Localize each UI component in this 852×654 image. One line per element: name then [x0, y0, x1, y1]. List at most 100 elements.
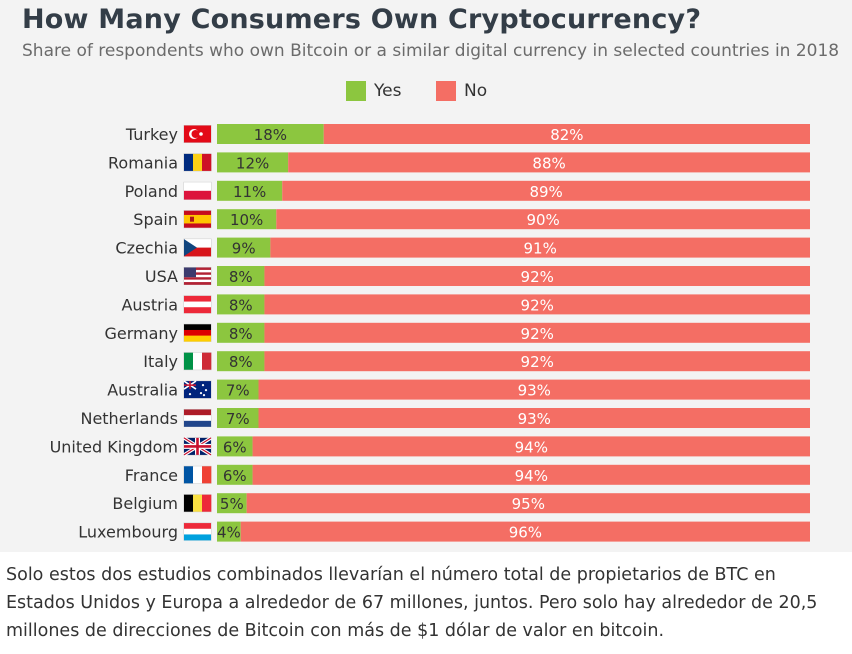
category-label-spain: Spain	[133, 210, 178, 229]
data-label-yes-italy: 8%	[229, 353, 253, 371]
flag-stripe	[184, 295, 211, 302]
bar-no-australia	[258, 379, 810, 400]
flag-stripe	[184, 523, 211, 530]
bar-no-italy	[264, 351, 810, 372]
description-text: Solo estos dos estudios combinados lleva…	[6, 565, 818, 641]
flag-stripe	[202, 466, 212, 484]
data-label-yes-belgium: 5%	[220, 495, 244, 513]
flag-stripe	[193, 494, 203, 512]
bar-yes-usa	[217, 266, 265, 286]
flag-stripe	[184, 301, 211, 308]
flag-stripe	[184, 329, 211, 336]
bar-yes-france	[217, 464, 253, 485]
data-label-no-turkey: 82%	[550, 126, 583, 144]
bar-no-turkey	[323, 124, 810, 144]
description-paragraph: Solo estos dos estudios combinados lleva…	[6, 561, 846, 645]
data-label-no-luxembourg: 96%	[509, 524, 542, 542]
data-label-no-france: 94%	[515, 467, 548, 485]
chart-legend: Yes No	[0, 80, 852, 104]
category-label-austria: Austria	[121, 295, 178, 314]
flag-star	[204, 389, 208, 392]
bar-yes-italy	[217, 351, 265, 372]
bar-yes-poland	[217, 180, 283, 201]
flag-stripe	[184, 494, 194, 512]
data-label-yes-czechia: 9%	[232, 240, 256, 258]
category-label-usa: USA	[145, 267, 178, 286]
data-label-yes-united-kingdom: 6%	[223, 438, 247, 456]
data-label-yes-turkey: 18%	[254, 126, 287, 144]
data-label-yes-romania: 12%	[236, 154, 269, 172]
bar-yes-belgium	[217, 493, 247, 514]
flag-stripe	[184, 214, 211, 224]
flag-stripe	[184, 182, 211, 192]
category-label-australia: Australia	[107, 381, 178, 400]
bar-yes-czechia	[217, 237, 271, 258]
category-label-france: France	[125, 466, 178, 485]
data-label-no-spain: 90%	[526, 211, 559, 229]
flag-stripe	[184, 409, 211, 416]
flag-stripe	[184, 307, 211, 314]
bar-no-spain	[276, 209, 810, 230]
flag-stripe	[184, 272, 211, 276]
bar-yes-spain	[217, 209, 277, 230]
legend-label-yes: Yes	[374, 81, 402, 101]
flag-stripe	[184, 324, 211, 331]
flag-star	[202, 394, 206, 397]
data-label-no-netherlands: 93%	[518, 410, 551, 428]
data-label-no-australia: 93%	[518, 382, 551, 400]
data-label-yes-france: 6%	[223, 467, 247, 485]
bar-yes-netherlands	[217, 408, 259, 428]
bar-no-austria	[264, 294, 810, 315]
flag-stripe	[184, 466, 194, 484]
legend-item-no: No	[436, 80, 487, 102]
category-label-romania: Romania	[108, 153, 178, 172]
data-label-yes-australia: 7%	[226, 382, 250, 400]
bar-yes-united-kingdom	[217, 436, 253, 457]
chart-card: How Many Consumers Own Cryptocurrency? S…	[0, 0, 852, 552]
flag-emblem	[190, 216, 194, 222]
data-label-yes-austria: 8%	[229, 296, 253, 314]
data-label-yes-germany: 8%	[229, 325, 253, 343]
legend-swatch-yes	[346, 81, 366, 101]
chart-subtitle: Share of respondents who own Bitcoin or …	[22, 41, 840, 61]
data-label-no-italy: 92%	[521, 353, 554, 371]
flag-stripe	[184, 415, 211, 422]
category-label-luxembourg: Luxembourg	[78, 523, 178, 542]
flag-stripe	[184, 352, 194, 370]
flag-star	[199, 132, 203, 136]
flag-stripe	[202, 153, 212, 171]
bar-yes-turkey	[217, 124, 324, 144]
bar-yes-luxembourg	[217, 521, 241, 542]
flag-star	[199, 392, 203, 395]
data-label-yes-poland: 11%	[233, 183, 266, 201]
flag-crescent-inner	[191, 130, 200, 138]
bar-no-romania	[288, 152, 810, 173]
bar-no-united-kingdom	[252, 436, 810, 457]
bar-no-belgium	[246, 493, 810, 514]
flag-stripe	[184, 274, 211, 278]
bar-no-czechia	[270, 237, 810, 258]
bar-yes-austria	[217, 294, 265, 315]
flag-canton	[184, 267, 196, 278]
legend-swatch-no	[436, 81, 456, 101]
bar-no-netherlands	[258, 408, 810, 428]
flag-stripe	[184, 153, 194, 171]
flag-stripe	[202, 494, 212, 512]
bar-yes-romania	[217, 152, 289, 173]
data-label-no-austria: 92%	[521, 296, 554, 314]
flag-stripe	[184, 239, 211, 248]
data-label-no-united-kingdom: 94%	[515, 438, 548, 456]
category-label-poland: Poland	[125, 182, 178, 201]
flag-triangle	[184, 239, 197, 257]
bar-no-luxembourg	[240, 521, 811, 542]
data-label-yes-spain: 10%	[230, 211, 263, 229]
stacked-bar-chart: Turkey 18% 82% Romania 12% 88% Poland 11% 89% Spa…	[50, 124, 811, 542]
bar-yes-australia	[217, 379, 259, 400]
data-label-yes-netherlands: 7%	[226, 410, 250, 428]
flag-stripe	[184, 190, 211, 200]
flag-stripe	[184, 279, 211, 283]
flag-cross-red	[184, 437, 211, 455]
data-label-no-usa: 92%	[521, 268, 554, 286]
flag-stripe	[184, 247, 211, 257]
data-label-no-germany: 92%	[521, 325, 554, 343]
